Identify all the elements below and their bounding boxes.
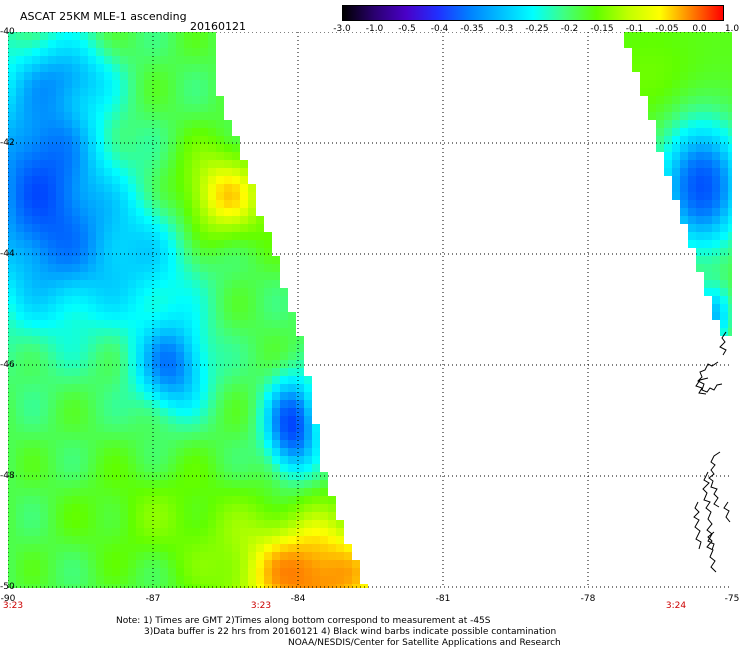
map-title: ASCAT 25KM MLE-1 ascending — [20, 10, 187, 23]
time-label: 3:23 — [2, 601, 24, 611]
colorbar-tick-label: -3.0 — [333, 24, 351, 34]
longitude-label: -78 — [580, 594, 596, 604]
colorbar-tick-label: -0.4 — [430, 24, 449, 34]
map-date: 20160121 — [190, 20, 246, 33]
latitude-label: -46 — [0, 360, 15, 370]
colorbar-tick-label: -0.5 — [398, 24, 416, 34]
latitude-label: -40 — [0, 27, 15, 37]
colorbar-tick-labels: -3.0 -1.0 -0.5 -0.4 -0.35 -0.3 -0.25 -0.2 -0.15 -… — [330, 24, 740, 36]
note-line-2: 3)Data buffer is 22 hrs from 20160121 4)… — [144, 627, 557, 637]
swath-map — [8, 32, 732, 588]
time-label: 3:24 — [665, 601, 687, 611]
colorbar-tick-label: -0.35 — [460, 24, 484, 34]
longitude-label: -90 — [0, 594, 16, 604]
colorbar-tick-label: -0.05 — [655, 24, 679, 34]
colorbar-tick-label: -0.15 — [590, 24, 614, 34]
note-line-1: Note: 1) Times are GMT 2)Times along bot… — [116, 616, 491, 626]
colorbar-tick-label: 0.0 — [692, 24, 707, 34]
colorbar-tick-label: 1.0 — [724, 24, 740, 34]
colorbar-tick-label: -0.25 — [525, 24, 549, 34]
latitude-label: -50 — [0, 582, 15, 592]
colorbar-tick-label: -0.3 — [495, 24, 514, 34]
map-panel — [8, 32, 732, 588]
colorbar — [342, 5, 724, 21]
coastline — [693, 331, 731, 573]
note-line-3: NOAA/NESDIS/Center for Satellite Applica… — [288, 638, 561, 648]
longitude-label: -84 — [290, 594, 306, 604]
latitude-label: -42 — [0, 138, 15, 148]
latitude-label: -48 — [0, 471, 15, 481]
latitude-label: -44 — [0, 249, 15, 259]
colorbar-tick-label: -1.0 — [365, 24, 384, 34]
longitude-label: -87 — [145, 594, 161, 604]
colorbar-tick-label: -0.2 — [560, 24, 579, 34]
longitude-label: -75 — [724, 594, 740, 604]
colorbar-tick-label: -0.1 — [625, 24, 644, 34]
time-label: 3:23 — [250, 601, 272, 611]
longitude-label: -81 — [435, 594, 451, 604]
